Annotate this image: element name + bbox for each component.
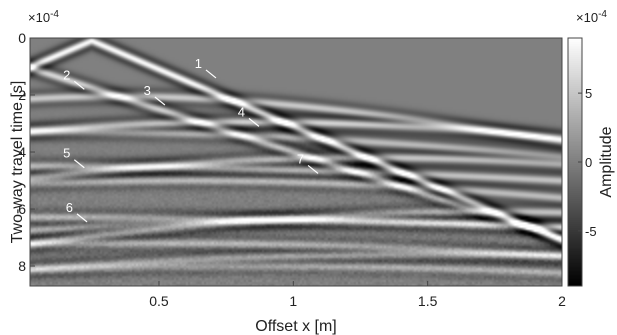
colorbar-scale-base: ×10: [576, 10, 598, 25]
x-axis: 0.5 1 1.5 2: [149, 281, 566, 309]
event-label: 5: [63, 146, 70, 161]
y-scale-label: ×10-4: [28, 9, 59, 25]
y-axis-title: Two-way travel time [s]: [9, 81, 26, 244]
event-label: 3: [144, 83, 151, 98]
y-tick-label: 8: [18, 258, 26, 274]
event-label: 7: [297, 151, 304, 166]
event-leader-line: [73, 159, 85, 169]
colorbar-tick-label: 5: [585, 86, 592, 101]
colorbar-title: Amplitude: [598, 126, 615, 197]
x-tick-label: 0.5: [149, 293, 169, 309]
plot-area: [29, 37, 563, 287]
colorbar-scale-label: ×10-4: [576, 9, 607, 25]
y-scale-exp: -4: [50, 9, 59, 20]
colorbar-tick-label: -5: [585, 224, 597, 239]
event-label: 1: [195, 56, 202, 71]
event-leader-line: [73, 80, 85, 90]
x-tick-label: 1: [289, 293, 297, 309]
colorbar-ticks: 5 0 -5: [578, 86, 597, 239]
x-tick-label: 2: [558, 293, 566, 309]
event-leader-line: [205, 69, 217, 79]
y-axis: 0 2 4 6 8: [18, 30, 35, 274]
y-tick-label: 4: [18, 144, 26, 160]
event-labels: 1 2 3 4 5 6 7: [63, 56, 319, 223]
x-axis-title: Offset x [m]: [255, 318, 337, 335]
event-leader-line: [307, 164, 319, 174]
event-leader-line: [154, 96, 166, 106]
y-scale-base: ×10: [28, 10, 50, 25]
event-label: 6: [66, 200, 73, 215]
colorbar-scale-exp: -4: [598, 9, 607, 20]
y-tick-label: 0: [18, 30, 26, 46]
x-tick-label: 1.5: [418, 293, 438, 309]
plot-frame: [29, 37, 563, 287]
event-label: 4: [238, 104, 245, 119]
colorbar-gradient: [568, 38, 582, 286]
y-tick-label: 6: [18, 201, 26, 217]
colorbar: 5 0 -5 ×10-4 Amplitude: [567, 9, 615, 287]
seismogram-image: [30, 38, 562, 286]
event-leader-line: [248, 117, 260, 127]
colorbar-tick-label: 0: [585, 155, 592, 170]
y-tick-label: 2: [18, 87, 26, 103]
event-label: 2: [63, 67, 70, 82]
event-leader-line: [76, 213, 88, 223]
